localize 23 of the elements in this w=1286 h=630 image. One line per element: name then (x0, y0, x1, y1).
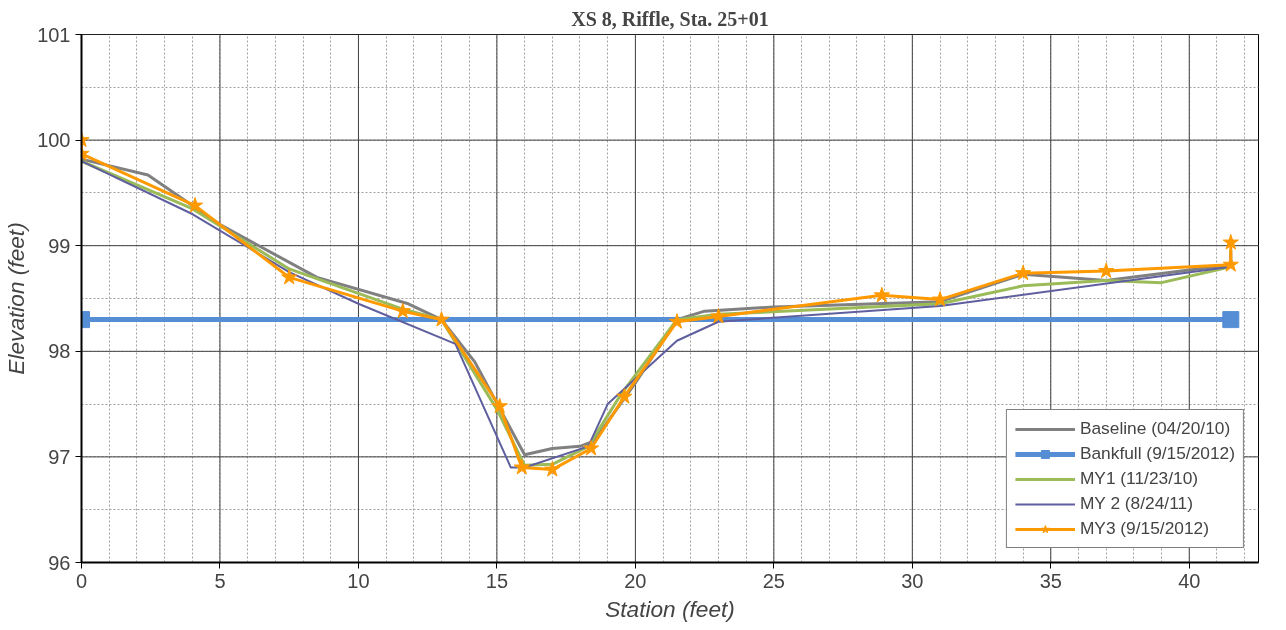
y-tick-label: 101 (37, 23, 71, 46)
legend-label: MY3 (9/15/2012) (1079, 518, 1209, 539)
x-tick-label: 15 (485, 569, 509, 592)
x-tick-label: 20 (624, 569, 647, 592)
y-tick-label: 99 (48, 234, 71, 257)
legend-label: MY 2 (8/24/11) (1079, 493, 1193, 514)
x-tick-label: 35 (1039, 569, 1062, 592)
y-tick-label: 97 (48, 445, 71, 468)
y-tick-label: 96 (48, 551, 71, 574)
x-tick-label: 25 (762, 569, 785, 592)
x-tick-label: 0 (75, 569, 88, 592)
x-tick-label: 30 (901, 569, 924, 592)
legend-label: MY1 (11/23/10) (1079, 468, 1199, 489)
legend-label: Baseline (04/20/10) (1079, 418, 1231, 439)
legend-label: Bankfull (9/15/2012) (1079, 443, 1235, 464)
y-tick-label: 100 (37, 129, 71, 152)
x-tick-label: 40 (1178, 569, 1201, 592)
x-tick-label: 10 (347, 569, 370, 592)
x-axis-title: Station (feet) (605, 595, 735, 622)
x-tick-label: 5 (214, 569, 226, 592)
chart-title: XS 8, Riffle, Sta. 25+01 (571, 7, 769, 30)
y-axis-title: Elevation (feet) (3, 222, 30, 375)
y-tick-label: 98 (48, 340, 71, 363)
